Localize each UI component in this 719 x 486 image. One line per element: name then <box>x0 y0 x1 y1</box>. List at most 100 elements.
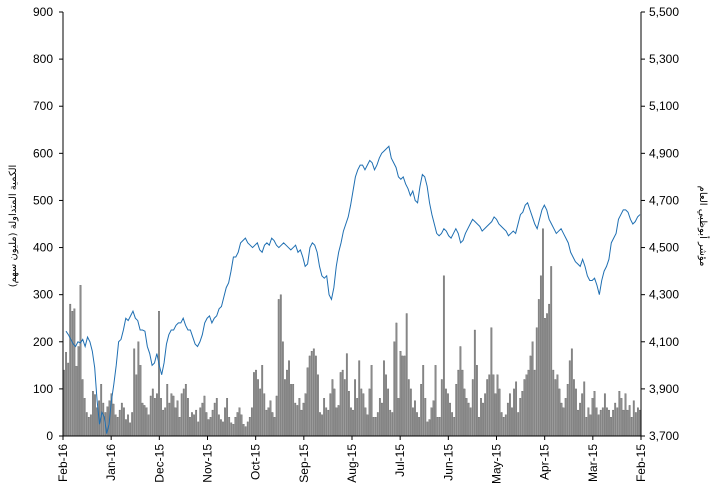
volume-bar <box>575 388 577 437</box>
volume-bar <box>329 393 332 437</box>
volume-bar <box>288 360 290 437</box>
volume-bar <box>461 369 464 437</box>
volume-bar <box>533 369 536 437</box>
volume-bar <box>102 402 105 437</box>
volume-bar <box>401 355 404 437</box>
volume-bar <box>639 409 641 437</box>
volume-bar <box>573 379 575 437</box>
volume-bar <box>77 346 80 437</box>
volume-bar <box>325 407 328 437</box>
volume-bar <box>548 303 551 437</box>
volume-bar <box>354 379 356 437</box>
volume-bar <box>531 341 534 437</box>
volume-bar <box>506 402 509 437</box>
volume-bar <box>319 412 321 437</box>
volume-bar <box>253 372 255 437</box>
volume-bar <box>85 412 88 437</box>
volume-bar <box>391 412 394 437</box>
volume-bar <box>275 395 278 437</box>
volume-bar <box>133 348 136 437</box>
volume-bar <box>312 348 315 437</box>
volume-bar <box>337 405 340 437</box>
volume-bar <box>383 360 385 437</box>
volume-bar <box>463 388 466 437</box>
left-tick-label: 100 <box>33 382 53 396</box>
volume-bar <box>224 407 226 437</box>
volume-bar <box>546 313 548 437</box>
volume-bar <box>409 388 412 437</box>
volume-bar <box>550 266 553 437</box>
volume-bar <box>624 393 627 437</box>
volume-bar <box>67 362 70 437</box>
volume-bar <box>529 355 532 437</box>
volume-bar <box>203 395 206 437</box>
volume-bar <box>290 384 292 437</box>
volume-bar <box>469 407 472 437</box>
volume-bar <box>137 341 140 437</box>
volume-bar <box>265 409 268 437</box>
volume-bar <box>294 402 297 437</box>
volume-bar <box>372 417 375 437</box>
volume-bar <box>87 417 90 437</box>
x-tick-label: Jul-15 <box>393 444 407 477</box>
volume-bar <box>407 379 410 437</box>
volume-bar <box>542 228 544 437</box>
left-tick-label: 400 <box>33 241 53 255</box>
volume-bar <box>310 351 313 437</box>
volume-bar <box>284 379 286 437</box>
volume-bar <box>399 351 402 437</box>
volume-bar <box>335 407 338 437</box>
volume-bar <box>172 395 175 437</box>
volume-bar <box>257 379 259 437</box>
volume-bar <box>308 355 311 437</box>
volume-bar <box>577 409 579 437</box>
x-tick-label: Jun-15 <box>441 444 455 481</box>
volume-bar <box>457 369 460 437</box>
volume-bar <box>562 407 565 437</box>
volume-bar <box>153 398 156 437</box>
volume-bar <box>500 412 503 437</box>
volume-bar <box>603 393 606 437</box>
volume-bar <box>182 388 185 437</box>
volume-bar <box>445 388 447 437</box>
volume-bar <box>430 407 433 437</box>
left-tick-label: 300 <box>33 288 53 302</box>
volume-bar <box>236 412 239 437</box>
volume-bar <box>492 374 495 437</box>
volume-bar <box>362 393 365 437</box>
x-tick-label: Dec-15 <box>152 444 166 483</box>
volume-bar <box>630 417 633 437</box>
volume-bar <box>595 407 598 437</box>
volume-bar <box>129 422 131 437</box>
volume-bar <box>92 391 94 437</box>
volume-bar <box>269 400 272 437</box>
volume-bar <box>381 402 383 437</box>
volume-bar <box>83 398 86 437</box>
volume-bar <box>434 365 437 437</box>
volume-bar <box>593 391 596 437</box>
volume-bar <box>343 379 346 437</box>
volume-bar <box>300 409 303 437</box>
volume-bar <box>581 393 584 437</box>
volume-bar <box>139 365 142 437</box>
volume-bar <box>246 421 249 437</box>
volume-bar <box>544 318 546 437</box>
volume-bar <box>81 379 84 437</box>
x-tick-label: Oct-15 <box>249 444 263 480</box>
volume-bar <box>273 417 276 437</box>
volume-bar <box>75 366 78 437</box>
volume-bar <box>589 414 592 437</box>
volume-bar <box>292 384 295 437</box>
volume-bar <box>143 405 146 437</box>
volume-bar <box>416 412 418 437</box>
volume-bar <box>597 414 600 437</box>
volume-bar <box>360 388 363 437</box>
volume-bar <box>612 409 615 437</box>
volume-bar <box>509 393 511 437</box>
volume-bar <box>482 402 484 437</box>
volume-bar <box>180 393 183 437</box>
volume-bar <box>147 414 150 437</box>
right-tick-label: 4,900 <box>649 146 679 160</box>
volume-bar <box>554 379 557 437</box>
right-tick-label: 4,100 <box>649 335 679 349</box>
